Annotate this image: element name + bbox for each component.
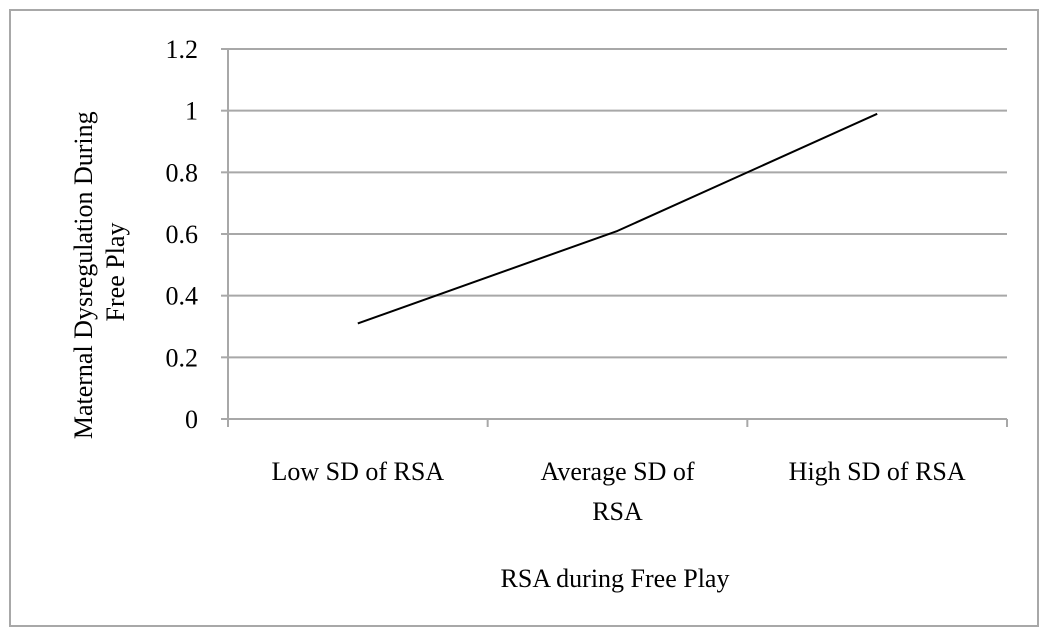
y-axis-title-line-2: Free Play — [101, 223, 130, 322]
y-axis-title: Maternal Dysregulation During Free Play — [69, 105, 130, 439]
y-tick-label: 0.2 — [166, 343, 199, 372]
axes — [221, 48, 1008, 427]
x-tick-label: High SD of RSA — [789, 457, 966, 486]
y-tick-label: 0 — [185, 405, 198, 434]
chart-frame — [9, 9, 1039, 627]
y-tick-labels: 0 0.2 0.4 0.6 0.8 1 1.2 — [166, 35, 199, 434]
y-tick-label: 0.6 — [166, 220, 199, 249]
x-tick-label: Low SD of RSA — [272, 457, 445, 486]
x-tick-label: Average SD of RSA — [540, 457, 694, 526]
x-tick-labels: Low SD of RSA Average SD of RSA High SD of … — [272, 457, 966, 526]
y-axis-title-line-1: Maternal Dysregulation During — [69, 111, 98, 439]
y-tick-label: 0.4 — [166, 282, 199, 311]
y-tick-label: 0.8 — [166, 158, 199, 187]
gridlines — [228, 48, 1007, 359]
series-lines — [357, 112, 878, 325]
y-tick-label: 1.2 — [166, 35, 199, 64]
series-line — [357, 112, 878, 325]
y-tick-label: 1 — [185, 97, 198, 126]
x-axis-title: RSA during Free Play — [501, 564, 730, 593]
